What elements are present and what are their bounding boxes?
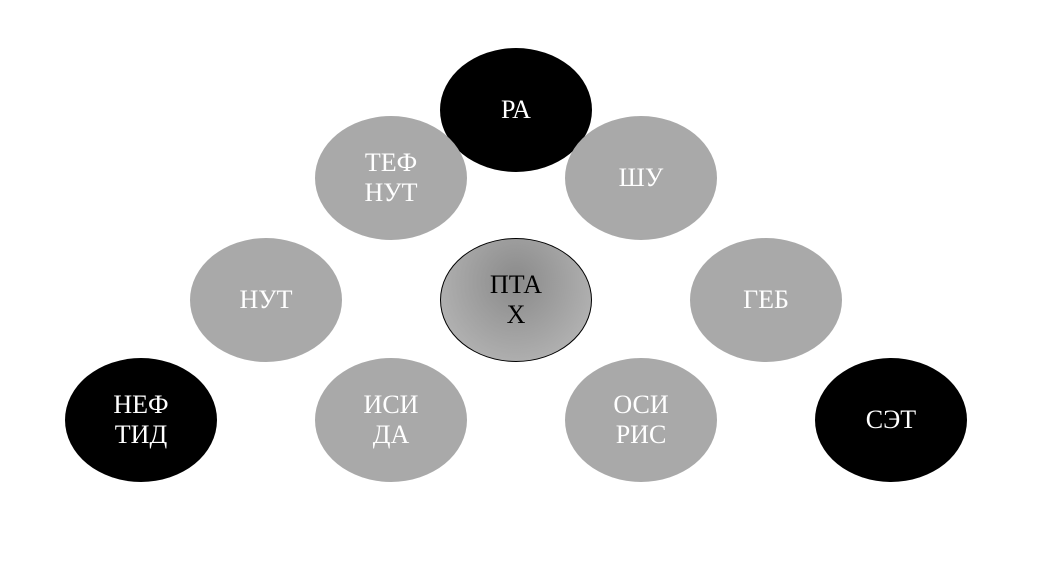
node-label: ТЕФ НУТ [364,148,417,208]
node-label: ИСИ ДА [364,390,419,450]
node-isida: ИСИ ДА [315,358,467,482]
node-tefnut: ТЕФ НУТ [315,116,467,240]
node-set: СЭТ [815,358,967,482]
node-label: ОСИ РИС [613,390,668,450]
node-ra: РА [440,48,592,172]
node-osiris: ОСИ РИС [565,358,717,482]
node-label: ШУ [619,163,664,193]
node-label: РА [501,95,531,125]
node-neftid: НЕФ ТИД [65,358,217,482]
node-label: ГЕБ [743,285,789,315]
node-ptah: ПТА Х [440,238,592,362]
node-shu: ШУ [565,116,717,240]
node-label: НУТ [239,285,292,315]
diagram-canvas: РА ТЕФ НУТ ШУ НУТ ПТА Х ГЕБ НЕФ ТИД ИСИ ДА ОСИ Р… [0,0,1050,576]
node-nut: НУТ [190,238,342,362]
node-label: ПТА Х [490,270,542,330]
node-label: СЭТ [866,405,916,435]
node-label: НЕФ ТИД [113,390,168,450]
node-geb: ГЕБ [690,238,842,362]
